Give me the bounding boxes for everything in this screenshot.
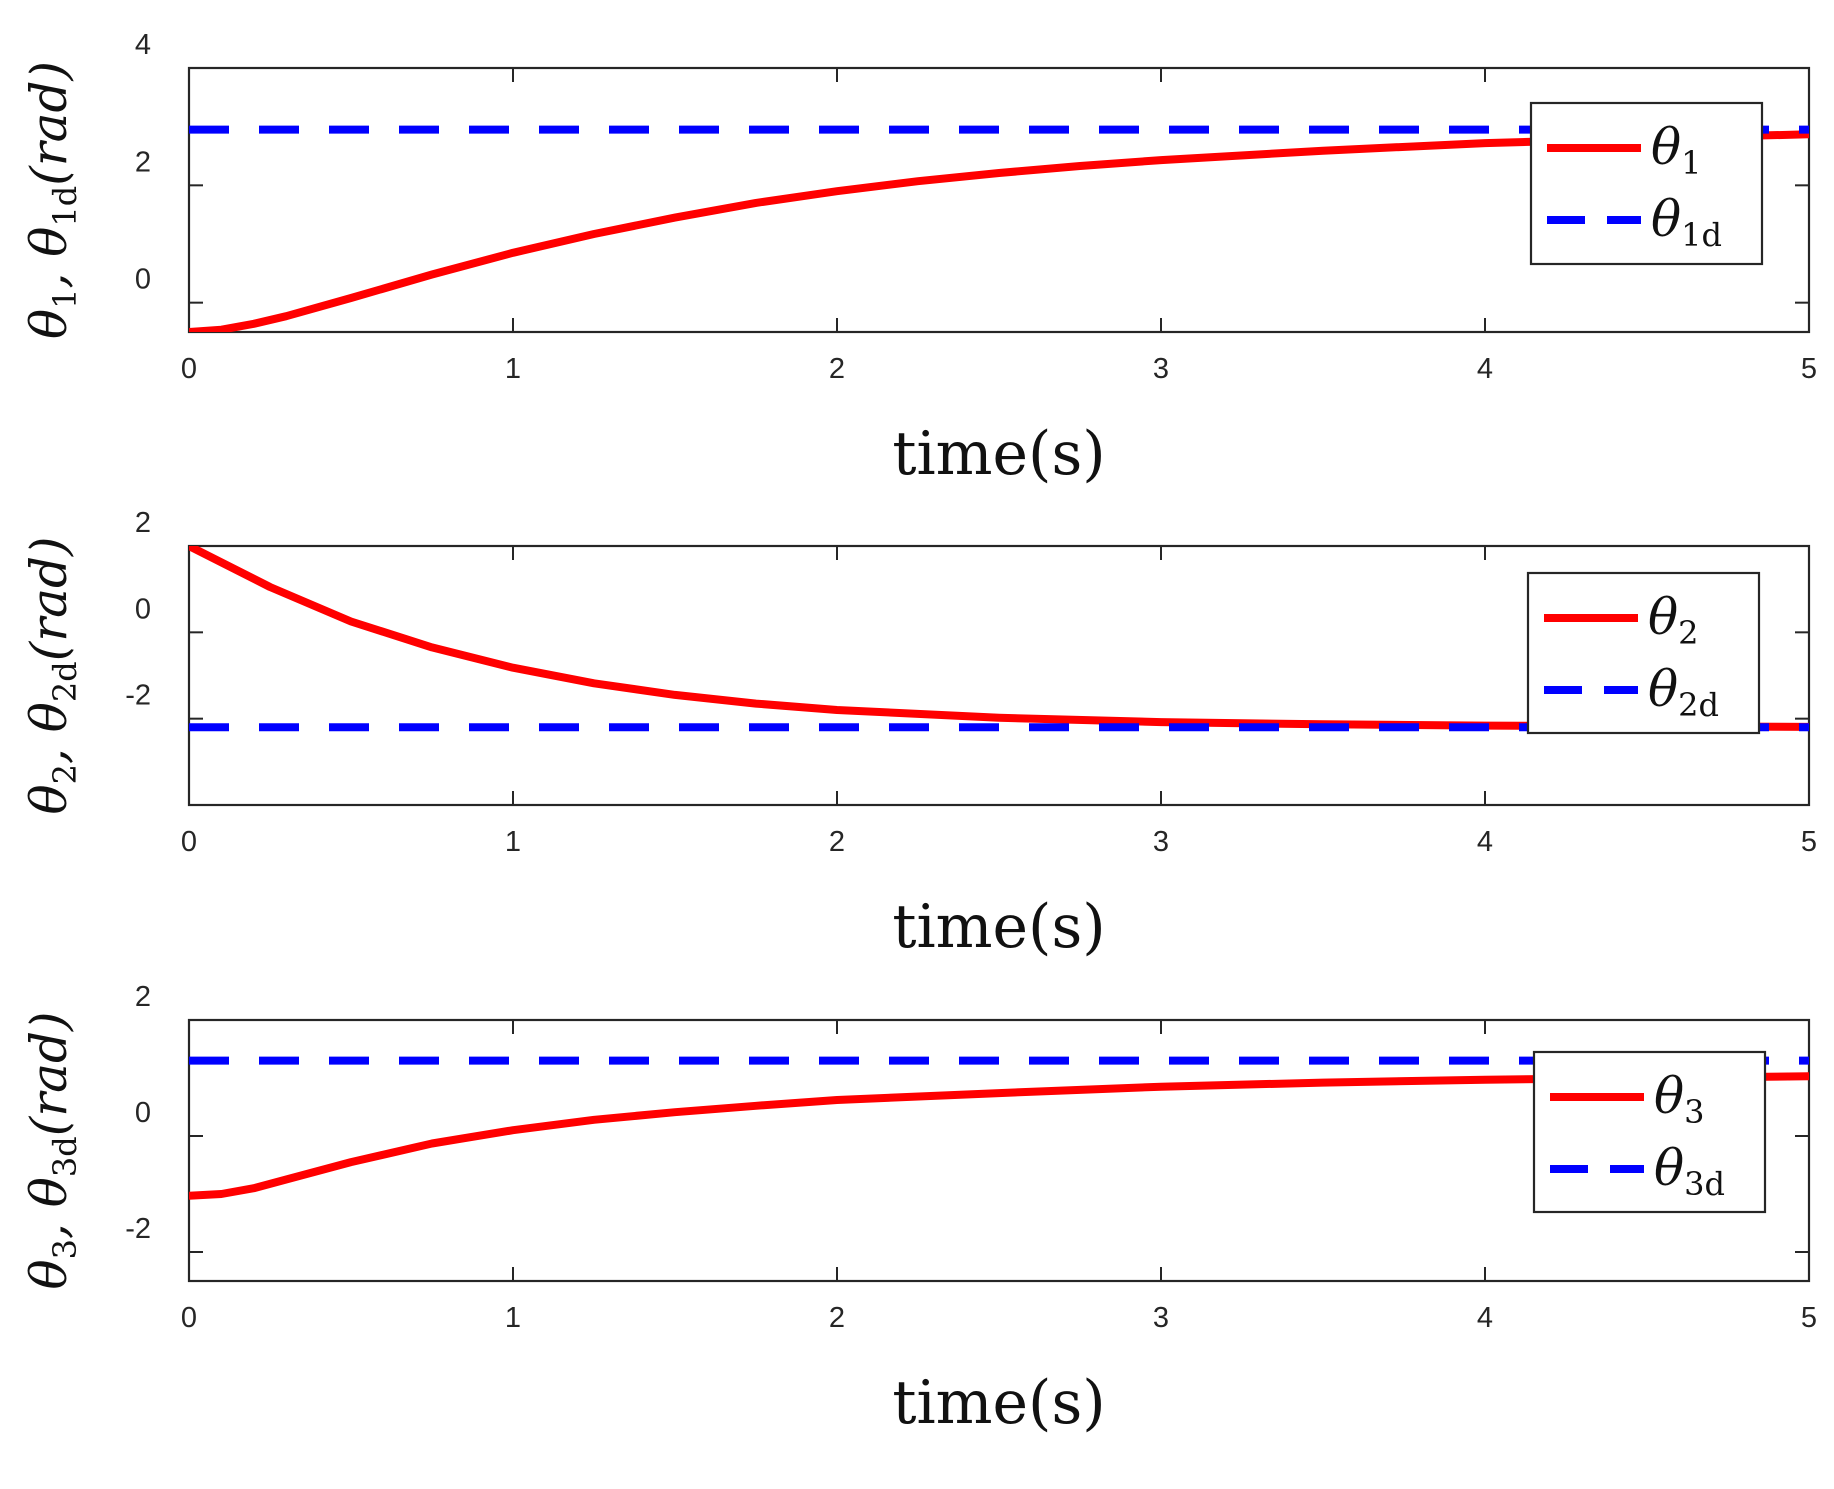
x-tick-label: 1 [505,826,521,858]
x-tick-label: 4 [1477,826,1493,858]
x-tick-label: 5 [1801,826,1817,858]
legend-label-θ1d: θ1d [1651,190,1722,254]
x-tick-label: 2 [829,1302,845,1334]
y-tick-label: -2 [125,1213,151,1245]
series-line-θ3 [189,1072,1809,1200]
y-axis-label: θ1, θ1d(rad) [20,61,84,339]
legend-label-θ1: θ1 [1651,118,1701,182]
series-line-θ2 [189,546,1809,731]
y-axis-label: θ2, θ2d(rad) [20,537,84,815]
legend-box [1529,101,1764,266]
y-tick-label: 2 [135,146,151,178]
y-tick-label: 0 [135,593,151,625]
x-tick-label: 1 [505,353,521,385]
legend-label-θ3d: θ3d [1654,1139,1725,1203]
legend-label-θ2d: θ2d [1648,660,1719,724]
x-tick-label: 4 [1477,1302,1493,1334]
x-axis-label: time(s) [892,1368,1105,1438]
y-tick-label: 0 [135,1097,151,1129]
y-tick-label: 4 [135,29,151,61]
x-tick-label: 5 [1801,1302,1817,1334]
y-axis-label: θ3, θ3d(rad) [20,1012,84,1290]
legend-box [1532,1050,1767,1214]
x-tick-label: 2 [829,353,845,385]
legend-label-θ2: θ2 [1648,588,1698,652]
y-tick-label: -2 [125,680,151,712]
y-tick-label: 2 [135,507,151,539]
x-tick-label: 3 [1153,1302,1169,1334]
y-tick-label: 0 [135,264,151,296]
x-tick-label: 0 [181,353,197,385]
series-line-θ1 [189,130,1809,332]
x-tick-label: 0 [181,1302,197,1334]
legend-box [1526,571,1761,735]
x-axis-label: time(s) [892,892,1105,962]
x-tick-label: 4 [1477,353,1493,385]
legend-label-θ3: θ3 [1654,1067,1704,1131]
x-tick-label: 0 [181,826,197,858]
x-tick-label: 1 [505,1302,521,1334]
y-tick-label: 2 [135,981,151,1013]
x-tick-label: 3 [1153,826,1169,858]
x-tick-label: 3 [1153,353,1169,385]
x-tick-label: 2 [829,826,845,858]
x-tick-label: 5 [1801,353,1817,385]
x-axis-label: time(s) [892,419,1105,489]
